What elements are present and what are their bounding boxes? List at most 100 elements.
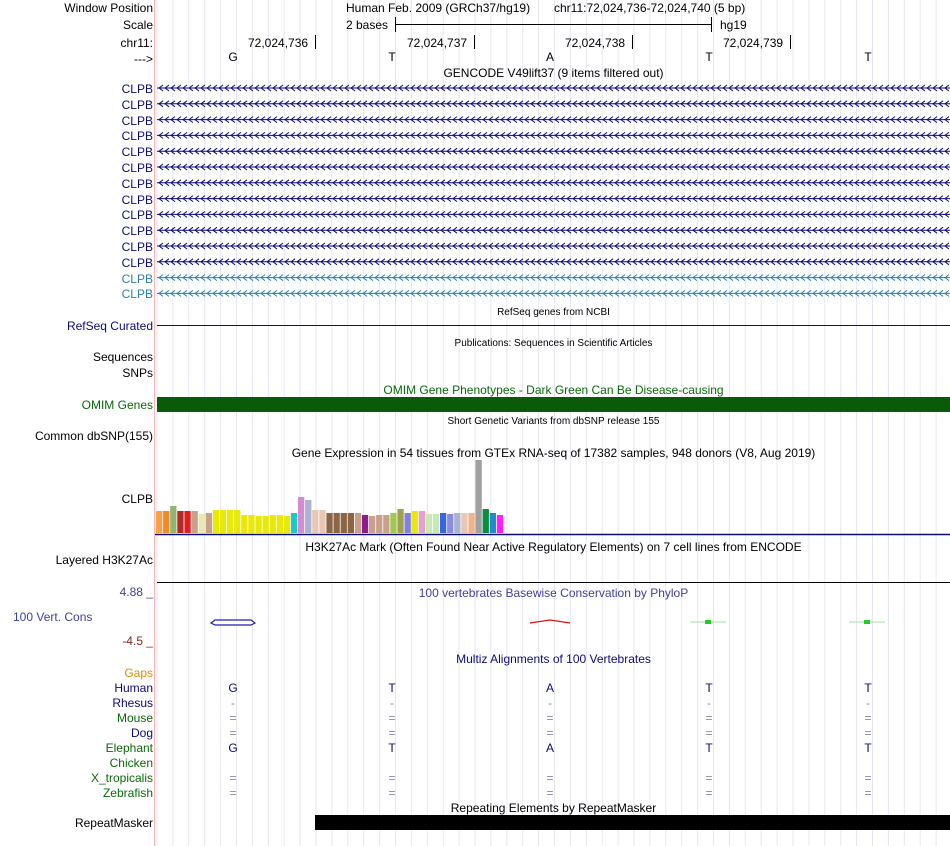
gencode-transcript-label[interactable]: CLPB bbox=[121, 129, 153, 144]
gtex-bar[interactable] bbox=[191, 511, 198, 533]
gtex-bar[interactable] bbox=[170, 506, 177, 533]
gtex-bar[interactable] bbox=[227, 510, 234, 533]
multiz-species-label[interactable]: Dog bbox=[130, 726, 153, 740]
gencode-transcript-label[interactable]: CLPB bbox=[121, 113, 153, 128]
gtex-bar[interactable] bbox=[418, 511, 425, 533]
phylop-mark[interactable] bbox=[864, 620, 870, 624]
multiz-track-title[interactable]: Multiz Alignments of 100 Vertebrates bbox=[456, 652, 651, 666]
gtex-bar[interactable] bbox=[454, 513, 461, 533]
gencode-transcript[interactable] bbox=[157, 179, 950, 187]
h3k27ac-label[interactable]: Layered H3K27Ac bbox=[55, 553, 153, 567]
gtex-bar[interactable] bbox=[425, 514, 433, 533]
gencode-transcript-label[interactable]: CLPB bbox=[121, 97, 153, 112]
gencode-transcript[interactable] bbox=[157, 84, 950, 92]
gtex-bar[interactable] bbox=[212, 510, 220, 533]
dbsnp-label[interactable]: Common dbSNP(155) bbox=[34, 429, 153, 443]
gencode-transcript-label[interactable]: CLPB bbox=[121, 208, 153, 223]
gtex-bar[interactable] bbox=[376, 515, 383, 533]
gencode-transcript-label[interactable]: CLPB bbox=[121, 224, 153, 239]
gtex-bar[interactable] bbox=[198, 514, 205, 533]
gencode-track-title[interactable]: GENCODE V49lift37 (9 items filtered out) bbox=[443, 66, 664, 80]
gtex-bar[interactable] bbox=[205, 513, 212, 533]
phylop-track-title[interactable]: 100 vertebrates Basewise Conservation by… bbox=[418, 586, 689, 600]
omim-label[interactable]: OMIM Genes bbox=[81, 398, 153, 412]
multiz-gaps-label[interactable]: Gaps bbox=[124, 666, 153, 680]
multiz-species-label[interactable]: Mouse bbox=[116, 711, 153, 725]
refseq-gene-line[interactable] bbox=[157, 325, 950, 326]
multiz-species-label[interactable]: Zebrafish bbox=[102, 786, 153, 800]
gencode-transcript[interactable] bbox=[157, 147, 950, 155]
gtex-bar[interactable] bbox=[468, 513, 475, 533]
gtex-bar[interactable] bbox=[156, 511, 163, 533]
publications-sequences-label[interactable]: Sequences bbox=[92, 350, 153, 364]
dbsnp-track-title[interactable]: Short Genetic Variants from dbSNP releas… bbox=[447, 416, 660, 427]
gtex-bar[interactable] bbox=[369, 516, 376, 533]
gencode-transcript[interactable] bbox=[157, 100, 950, 108]
gencode-transcript[interactable] bbox=[157, 116, 950, 123]
multiz-species-label[interactable]: Human bbox=[114, 681, 153, 695]
phylop-mark[interactable] bbox=[705, 620, 711, 624]
gtex-bar[interactable] bbox=[312, 510, 319, 533]
gencode-transcripts[interactable] bbox=[155, 80, 950, 304]
gtex-bar[interactable] bbox=[163, 511, 170, 533]
gencode-transcript-label[interactable]: CLPB bbox=[121, 176, 153, 191]
gencode-transcript-label[interactable]: CLPB bbox=[121, 240, 153, 254]
publications-snps-label[interactable]: SNPs bbox=[122, 366, 153, 380]
gtex-bar[interactable] bbox=[298, 497, 305, 533]
gtex-bar[interactable] bbox=[290, 513, 298, 533]
gtex-bar[interactable] bbox=[390, 513, 397, 533]
gtex-bar[interactable] bbox=[489, 513, 496, 533]
refseq-label[interactable]: RefSeq Curated bbox=[66, 319, 153, 333]
gtex-bar[interactable] bbox=[397, 509, 404, 533]
gencode-transcript-label[interactable]: CLPB bbox=[121, 271, 153, 286]
gtex-bar[interactable] bbox=[326, 513, 333, 533]
gencode-transcript-label[interactable]: CLPB bbox=[121, 145, 153, 160]
gtex-bar[interactable] bbox=[383, 515, 390, 533]
phylop-label[interactable]: 100 Vert. Cons bbox=[13, 610, 93, 624]
gtex-bar[interactable] bbox=[333, 513, 340, 533]
multiz-species-label[interactable]: Elephant bbox=[105, 741, 153, 755]
gtex-bar[interactable] bbox=[361, 515, 369, 533]
gtex-bar[interactable] bbox=[432, 514, 440, 533]
gtex-bar[interactable] bbox=[411, 511, 418, 533]
gtex-bar[interactable] bbox=[305, 500, 312, 533]
gencode-transcript[interactable] bbox=[157, 163, 950, 171]
gtex-bar[interactable] bbox=[475, 460, 482, 533]
repeatmasker-label[interactable]: RepeatMasker bbox=[74, 816, 153, 830]
gtex-bar-chart[interactable] bbox=[155, 460, 950, 536]
multiz-species-label[interactable]: X_tropicalis bbox=[90, 771, 153, 785]
gtex-bar[interactable] bbox=[347, 513, 354, 533]
h3k27ac-track-title[interactable]: H3K27Ac Mark (Often Found Near Active Re… bbox=[305, 540, 802, 554]
gtex-bar[interactable] bbox=[184, 511, 191, 533]
gtex-bar[interactable] bbox=[354, 513, 362, 533]
omim-track-title[interactable]: OMIM Gene Phenotypes - Dark Green Can Be… bbox=[383, 383, 724, 397]
gtex-bar[interactable] bbox=[440, 513, 447, 533]
gencode-transcript[interactable] bbox=[157, 242, 950, 250]
omim-gene-bar[interactable] bbox=[157, 397, 950, 412]
repeatmasker-track-title[interactable]: Repeating Elements by RepeatMasker bbox=[450, 801, 657, 815]
publications-track-title[interactable]: Publications: Sequences in Scientific Ar… bbox=[454, 338, 653, 349]
gtex-bar[interactable] bbox=[461, 513, 468, 533]
multiz-species-label[interactable]: Chicken bbox=[109, 756, 153, 770]
gencode-transcript[interactable] bbox=[157, 226, 950, 234]
phylop-mark[interactable] bbox=[529, 619, 571, 624]
gencode-transcript-label[interactable]: CLPB bbox=[121, 82, 153, 96]
gencode-transcript-label[interactable]: CLPB bbox=[121, 192, 153, 207]
gencode-transcript[interactable] bbox=[157, 290, 950, 297]
gtex-bar[interactable] bbox=[219, 510, 227, 533]
gencode-transcript-label[interactable]: CLPB bbox=[121, 287, 153, 302]
gencode-transcript-label[interactable]: CLPB bbox=[121, 161, 153, 175]
gtex-bar[interactable] bbox=[482, 509, 489, 533]
gtex-bar[interactable] bbox=[496, 515, 504, 533]
gtex-bar[interactable] bbox=[447, 514, 454, 533]
gtex-bar[interactable] bbox=[276, 515, 283, 533]
gencode-transcript[interactable] bbox=[157, 132, 950, 139]
gencode-transcript[interactable] bbox=[157, 195, 950, 202]
gtex-bar[interactable] bbox=[340, 513, 347, 533]
gtex-bar[interactable] bbox=[404, 513, 411, 533]
gtex-bar[interactable] bbox=[262, 516, 269, 533]
gtex-bar[interactable] bbox=[234, 510, 241, 533]
gtex-bar[interactable] bbox=[283, 516, 291, 533]
gtex-bar[interactable] bbox=[248, 515, 255, 533]
gencode-transcript[interactable] bbox=[157, 274, 950, 281]
